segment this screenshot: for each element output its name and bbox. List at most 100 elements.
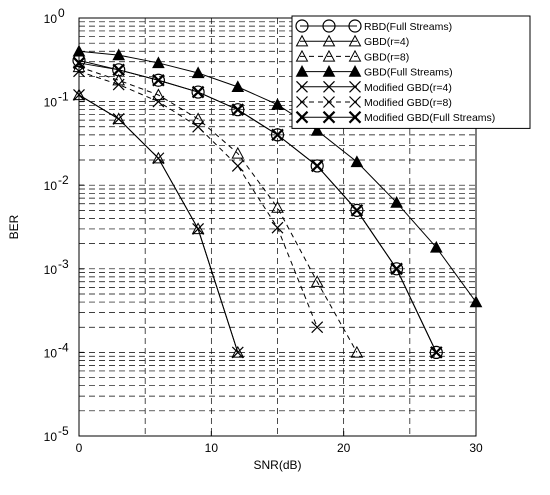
legend-marker: [295, 65, 309, 77]
x-tick-label: 0: [76, 441, 83, 455]
data-point: [72, 88, 86, 101]
data-point: [270, 128, 285, 142]
data-point: [429, 345, 443, 359]
data-point: [390, 262, 403, 276]
legend-label: GBD(r=8): [364, 51, 409, 63]
y-tick-exponent: 0: [58, 6, 65, 20]
legend-marker: [295, 19, 309, 33]
data-point: [191, 66, 205, 79]
legend-marker: [348, 49, 362, 62]
data-point: [112, 78, 125, 91]
legend-label: RBD(Full Streams): [364, 21, 452, 33]
y-tick-label: 10: [44, 263, 58, 277]
data-point: [350, 203, 364, 217]
y-tick-label: 10: [44, 12, 58, 26]
y-tick-label: 10: [44, 179, 58, 193]
y-tick-label: 10: [44, 346, 58, 360]
legend-marker: [348, 65, 362, 77]
data-point: [231, 345, 245, 358]
data-point: [350, 204, 364, 217]
series-line-3: [78, 66, 358, 353]
data-point: [429, 240, 443, 253]
legend-label: Modified GBD(Full Streams): [364, 112, 495, 124]
legend-marker: [322, 110, 336, 124]
legend-marker: [348, 110, 362, 124]
legend-marker: [296, 80, 308, 93]
data-point: [350, 345, 364, 358]
legend-marker: [323, 96, 335, 108]
data-point: [191, 85, 205, 99]
data-point: [430, 346, 443, 359]
data-point: [152, 152, 165, 165]
x-tick-label: 20: [337, 441, 351, 455]
data-point: [152, 95, 165, 108]
data-point: [390, 262, 404, 276]
data-point: [469, 295, 483, 308]
data-point: [231, 146, 245, 159]
data-point: [310, 275, 324, 287]
y-tick-exponent: -5: [58, 424, 69, 438]
data-point: [152, 73, 165, 87]
data-markers: [72, 44, 483, 359]
y-axis-label: BER: [7, 214, 21, 239]
data-point: [231, 160, 244, 172]
series-line-7: [78, 62, 437, 353]
legend-label: Modified GBD(r=8): [364, 97, 452, 109]
legend-marker: [295, 49, 309, 62]
data-point: [231, 346, 244, 359]
y-tick-exponent: -4: [58, 340, 69, 354]
data-point: [310, 159, 324, 173]
data-point: [112, 112, 126, 125]
legend-marker: [322, 49, 336, 62]
data-point: [191, 222, 205, 235]
x-axis-label: SNR(dB): [253, 458, 301, 472]
data-point: [72, 44, 86, 57]
y-tick-exponent: -2: [58, 173, 69, 187]
y-tick-exponent: -1: [58, 90, 69, 104]
legend-marker: [348, 34, 362, 47]
legend-marker: [322, 65, 336, 77]
legend-marker: [295, 34, 309, 47]
data-point: [152, 88, 165, 101]
data-point: [192, 120, 205, 133]
legend-marker: [296, 96, 308, 108]
data-point: [390, 196, 403, 208]
x-tick-label: 30: [469, 441, 483, 455]
data-point: [151, 73, 165, 87]
legend: RBD(Full Streams) GBD(r=4) GBD(r=8) GBD(Ful…: [291, 15, 531, 129]
data-point: [191, 85, 205, 99]
data-point: [112, 63, 125, 77]
legend-marker: [348, 19, 362, 33]
data-point: [72, 56, 86, 70]
data-point: [271, 128, 284, 142]
data-point: [191, 112, 205, 125]
data-point: [271, 201, 284, 213]
data-point: [152, 56, 165, 69]
legend-label: Modified GBD(r=4): [364, 82, 452, 94]
data-point: [310, 159, 324, 173]
data-point: [311, 321, 324, 334]
legend-label: GBD(r=4): [364, 36, 409, 48]
y-tick-label: 10: [44, 430, 58, 444]
data-point: [231, 80, 245, 93]
data-point: [271, 98, 284, 110]
legend-label: GBD(Full Streams): [364, 67, 453, 79]
data-point: [152, 151, 165, 164]
data-point: [112, 48, 126, 61]
x-tick-label: 10: [205, 441, 219, 455]
data-point: [350, 155, 364, 168]
legend-marker: [322, 34, 336, 47]
data-point: [73, 89, 85, 101]
data-point: [112, 113, 125, 125]
y-tick-exponent: -3: [58, 257, 69, 271]
data-point: [310, 124, 324, 136]
legend-marker: [349, 96, 361, 108]
data-point: [271, 221, 284, 234]
legend-marker: [323, 80, 335, 93]
legend-marker: [349, 80, 361, 93]
legend-marker: [295, 110, 309, 124]
legend-marker: [322, 19, 336, 33]
data-point: [231, 103, 245, 117]
